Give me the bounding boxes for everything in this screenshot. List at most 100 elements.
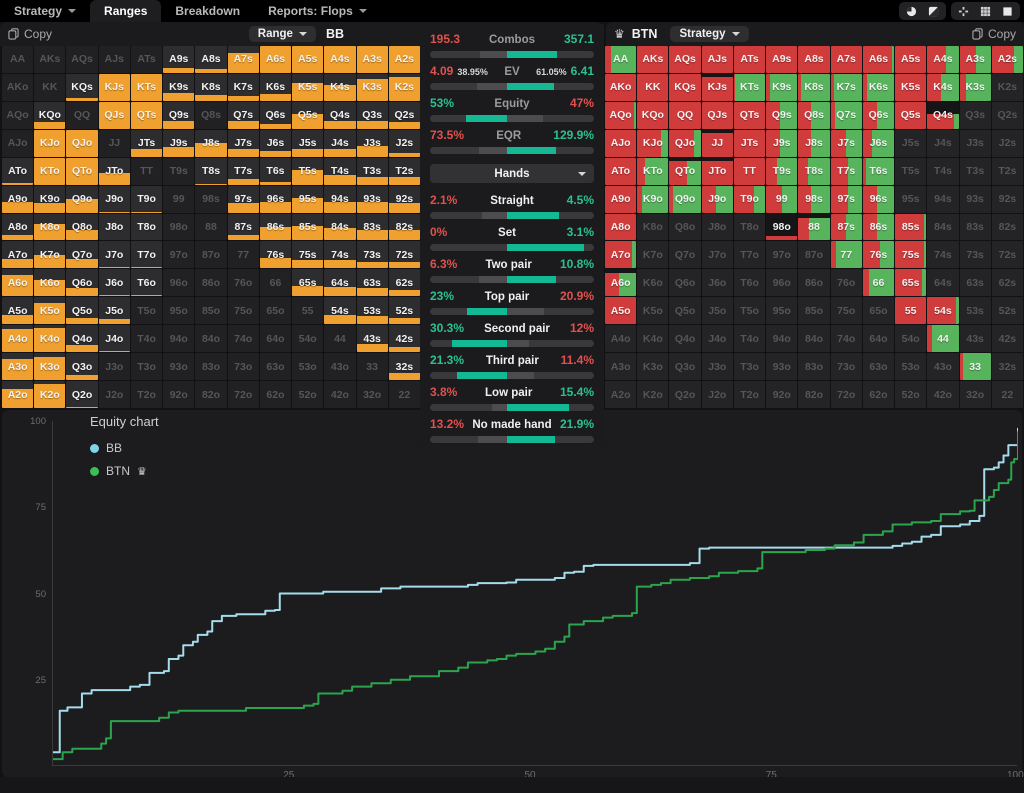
hand-cell-btn-Q5o[interactable]: Q5o: [669, 297, 701, 325]
hand-cell-bb-T6s[interactable]: T6s: [259, 157, 292, 185]
hand-cell-btn-K2s[interactable]: K2s: [991, 73, 1023, 101]
hand-cell-btn-52o[interactable]: 52o: [895, 381, 927, 408]
hand-cell-bb-K7s[interactable]: K7s: [227, 73, 259, 101]
hand-cell-btn-Q6s[interactable]: Q6s: [862, 101, 895, 129]
hand-cell-bb-K8s[interactable]: K8s: [195, 73, 227, 101]
bottom-scroll-strip[interactable]: [0, 777, 1024, 793]
hand-cell-btn-Q9o[interactable]: Q9o: [669, 185, 701, 213]
hand-cell-btn-97s[interactable]: 97s: [830, 185, 862, 213]
hand-cell-bb-86o[interactable]: 86o: [195, 269, 227, 297]
hand-cell-btn-52s[interactable]: 52s: [991, 297, 1023, 325]
hand-cell-bb-42s[interactable]: 42s: [388, 325, 420, 353]
hand-cell-btn-K7s[interactable]: K7s: [830, 73, 862, 101]
hand-cell-bb-43o[interactable]: 43o: [324, 353, 356, 381]
hand-cell-btn-Q7s[interactable]: Q7s: [830, 101, 862, 129]
legend-item-btn[interactable]: BTN ♛: [90, 464, 147, 478]
hand-cell-btn-J2o[interactable]: J2o: [701, 381, 733, 408]
hand-cell-bb-KTo[interactable]: KTo: [34, 157, 66, 185]
hand-cell-bb-93s[interactable]: 93s: [356, 185, 388, 213]
hand-cell-btn-A4o[interactable]: A4o: [605, 325, 637, 353]
hand-cell-btn-83s[interactable]: 83s: [959, 213, 991, 241]
hand-cell-bb-A5s[interactable]: A5s: [292, 46, 324, 73]
hand-cell-bb-T2o[interactable]: T2o: [130, 381, 163, 408]
hand-cell-bb-63o[interactable]: 63o: [259, 353, 292, 381]
hand-cell-bb-Q8o[interactable]: Q8o: [66, 213, 98, 241]
hand-cell-bb-J5s[interactable]: J5s: [292, 129, 324, 157]
hand-cell-bb-KQs[interactable]: KQs: [66, 73, 98, 101]
hand-cell-bb-A9o[interactable]: A9o: [2, 185, 34, 213]
hand-cell-btn-J2s[interactable]: J2s: [991, 129, 1023, 157]
hand-cell-btn-A8o[interactable]: A8o: [605, 213, 637, 241]
hand-cell-btn-K6o[interactable]: K6o: [637, 269, 669, 297]
hand-cell-bb-55[interactable]: 55: [292, 297, 324, 325]
hand-cell-bb-J9s[interactable]: J9s: [163, 129, 195, 157]
hand-cell-bb-K3s[interactable]: K3s: [356, 73, 388, 101]
hand-cell-bb-KTs[interactable]: KTs: [130, 73, 163, 101]
hand-cell-bb-J3s[interactable]: J3s: [356, 129, 388, 157]
hand-cell-bb-76o[interactable]: 76o: [227, 269, 259, 297]
hand-cell-btn-A6o[interactable]: A6o: [605, 269, 637, 297]
hand-cell-bb-76s[interactable]: 76s: [259, 241, 292, 269]
hand-cell-btn-72o[interactable]: 72o: [830, 381, 862, 408]
hand-cell-bb-TT[interactable]: TT: [130, 157, 163, 185]
hand-cell-bb-Q9s[interactable]: Q9s: [163, 101, 195, 129]
hand-cell-bb-83s[interactable]: 83s: [356, 213, 388, 241]
hand-cell-btn-84o[interactable]: 84o: [798, 325, 830, 353]
hand-cell-btn-55[interactable]: 55: [895, 297, 927, 325]
hand-cell-btn-T8o[interactable]: T8o: [733, 213, 766, 241]
hand-cell-bb-93o[interactable]: 93o: [163, 353, 195, 381]
hand-cell-bb-65s[interactable]: 65s: [292, 269, 324, 297]
hand-cell-bb-KJo[interactable]: KJo: [34, 129, 66, 157]
hand-cell-btn-Q2s[interactable]: Q2s: [991, 101, 1023, 129]
hand-cell-bb-A4s[interactable]: A4s: [324, 46, 356, 73]
hand-cell-btn-QJs[interactable]: QJs: [701, 101, 733, 129]
hand-cell-btn-J5s[interactable]: J5s: [895, 129, 927, 157]
hand-cell-btn-87s[interactable]: 87s: [830, 213, 862, 241]
hand-cell-bb-A3s[interactable]: A3s: [356, 46, 388, 73]
hand-cell-btn-54o[interactable]: 54o: [895, 325, 927, 353]
hand-cell-bb-J3o[interactable]: J3o: [98, 353, 130, 381]
hand-cell-btn-94s[interactable]: 94s: [927, 185, 959, 213]
hand-cell-btn-K2o[interactable]: K2o: [637, 381, 669, 408]
hand-cell-btn-AA[interactable]: AA: [605, 46, 637, 73]
hand-cell-bb-A6o[interactable]: A6o: [2, 269, 34, 297]
hand-cell-btn-TT[interactable]: TT: [733, 157, 766, 185]
legend-item-bb[interactable]: BB: [90, 441, 122, 455]
hand-cell-bb-A5o[interactable]: A5o: [2, 297, 34, 325]
hand-cell-btn-AJo[interactable]: AJo: [605, 129, 637, 157]
hand-cell-bb-75s[interactable]: 75s: [292, 241, 324, 269]
hand-cell-bb-33[interactable]: 33: [356, 353, 388, 381]
hand-cell-btn-K5s[interactable]: K5s: [895, 73, 927, 101]
tab-reports-flops[interactable]: Reports: Flops: [254, 0, 381, 22]
hand-cell-bb-J9o[interactable]: J9o: [98, 185, 130, 213]
hand-cell-bb-92s[interactable]: 92s: [388, 185, 420, 213]
theme-circle-icon[interactable]: [906, 6, 917, 17]
hand-cell-btn-T2o[interactable]: T2o: [733, 381, 766, 408]
hand-cell-bb-J8o[interactable]: J8o: [98, 213, 130, 241]
hand-cell-bb-T3s[interactable]: T3s: [356, 157, 388, 185]
hand-cell-btn-Q3o[interactable]: Q3o: [669, 353, 701, 381]
hand-cell-btn-T8s[interactable]: T8s: [798, 157, 830, 185]
hand-cell-btn-75s[interactable]: 75s: [895, 241, 927, 269]
hand-cell-bb-77[interactable]: 77: [227, 241, 259, 269]
hand-cell-btn-KJo[interactable]: KJo: [637, 129, 669, 157]
hand-cell-btn-A6s[interactable]: A6s: [862, 46, 895, 73]
hand-cell-btn-63o[interactable]: 63o: [862, 353, 895, 381]
hand-cell-bb-AA[interactable]: AA: [2, 46, 34, 73]
hand-cell-btn-76s[interactable]: 76s: [862, 241, 895, 269]
hand-cell-btn-72s[interactable]: 72s: [991, 241, 1023, 269]
hand-cell-btn-T5s[interactable]: T5s: [895, 157, 927, 185]
hand-cell-bb-K9o[interactable]: K9o: [34, 185, 66, 213]
hand-cell-bb-88[interactable]: 88: [195, 213, 227, 241]
hand-cell-bb-AQo[interactable]: AQo: [2, 101, 34, 129]
hand-cell-bb-32o[interactable]: 32o: [356, 381, 388, 408]
hand-cell-bb-JJ[interactable]: JJ: [98, 129, 130, 157]
hand-cell-btn-J8s[interactable]: J8s: [798, 129, 830, 157]
hand-cell-bb-Q4s[interactable]: Q4s: [324, 101, 356, 129]
hand-cell-btn-J4s[interactable]: J4s: [927, 129, 959, 157]
hand-cell-bb-98o[interactable]: 98o: [163, 213, 195, 241]
hand-cell-btn-74s[interactable]: 74s: [927, 241, 959, 269]
hand-cell-bb-54s[interactable]: 54s: [324, 297, 356, 325]
hand-cell-bb-Q3s[interactable]: Q3s: [356, 101, 388, 129]
hand-cell-btn-K8s[interactable]: K8s: [798, 73, 830, 101]
